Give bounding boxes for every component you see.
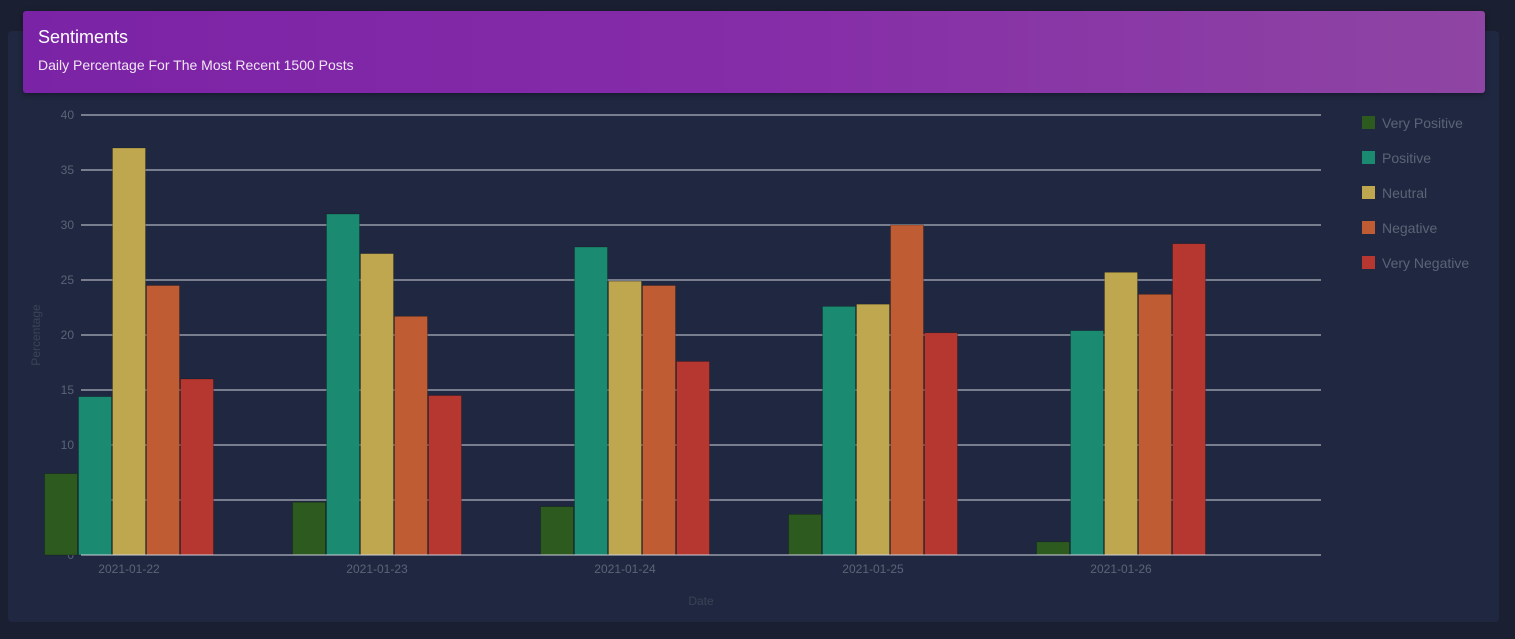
bar-positive bbox=[326, 213, 360, 556]
bar-positive bbox=[78, 396, 112, 556]
chart-legend: Very Positive Positive Neutral Negative Very… bbox=[1362, 114, 1469, 289]
x-axis-title: Date bbox=[688, 594, 714, 608]
bar-very-positive bbox=[540, 506, 574, 556]
bar-very-positive bbox=[44, 473, 78, 556]
bar-negative bbox=[1138, 293, 1172, 556]
bar-positive bbox=[574, 246, 608, 556]
chart-header: Sentiments Daily Percentage For The Most… bbox=[23, 11, 1485, 93]
y-axis-title: Percentage bbox=[29, 304, 43, 366]
x-tick-label: 2021-01-23 bbox=[346, 562, 408, 576]
bar-very-positive bbox=[292, 501, 326, 556]
x-tick-label: 2021-01-22 bbox=[98, 562, 160, 576]
bar-neutral bbox=[856, 303, 890, 556]
chart-card bbox=[8, 31, 1499, 622]
legend-swatch bbox=[1362, 221, 1375, 234]
bar-neutral bbox=[360, 253, 394, 556]
y-tick-label: 20 bbox=[61, 328, 75, 342]
bar-neutral bbox=[608, 280, 642, 556]
bar-very-negative bbox=[180, 378, 214, 556]
y-tick-label: 10 bbox=[61, 438, 75, 452]
legend-swatch bbox=[1362, 256, 1375, 269]
bar-very-positive bbox=[788, 513, 822, 556]
legend-item[interactable]: Positive bbox=[1362, 149, 1469, 184]
bar-neutral bbox=[112, 147, 146, 556]
bar-positive bbox=[822, 306, 856, 556]
bar-very-negative bbox=[676, 361, 710, 556]
x-tick-label: 2021-01-26 bbox=[1090, 562, 1152, 576]
legend-item[interactable]: Neutral bbox=[1362, 184, 1469, 219]
legend-swatch bbox=[1362, 186, 1375, 199]
legend-swatch bbox=[1362, 116, 1375, 129]
y-tick-label: 30 bbox=[61, 218, 75, 232]
x-tick-label: 2021-01-24 bbox=[594, 562, 656, 576]
y-tick-label: 25 bbox=[61, 273, 75, 287]
bar-negative bbox=[642, 285, 676, 556]
y-tick-label: 40 bbox=[61, 108, 75, 122]
y-tick-label: 35 bbox=[61, 163, 75, 177]
bar-very-negative bbox=[1172, 243, 1206, 556]
legend-item[interactable]: Very Positive bbox=[1362, 114, 1469, 149]
legend-label: Neutral bbox=[1382, 185, 1428, 201]
bar-very-negative bbox=[428, 395, 462, 556]
legend-label: Very Positive bbox=[1382, 115, 1463, 131]
chart-subtitle: Daily Percentage For The Most Recent 150… bbox=[38, 57, 354, 73]
bar-neutral bbox=[1104, 271, 1138, 556]
bar-positive bbox=[1070, 330, 1104, 556]
x-tick-label: 2021-01-25 bbox=[842, 562, 904, 576]
bar-negative bbox=[146, 285, 180, 556]
legend-swatch bbox=[1362, 151, 1375, 164]
y-tick-label: 15 bbox=[61, 383, 75, 397]
legend-label: Negative bbox=[1382, 220, 1438, 236]
bar-negative bbox=[394, 315, 428, 556]
chart-title: Sentiments bbox=[38, 27, 129, 47]
bar-very-positive bbox=[1036, 541, 1070, 556]
bar-negative bbox=[890, 224, 924, 556]
legend-label: Positive bbox=[1382, 150, 1432, 166]
legend-item[interactable]: Very Negative bbox=[1362, 254, 1469, 289]
legend-label: Very Negative bbox=[1382, 255, 1470, 271]
bar-very-negative bbox=[924, 332, 958, 556]
legend-item[interactable]: Negative bbox=[1362, 219, 1469, 254]
